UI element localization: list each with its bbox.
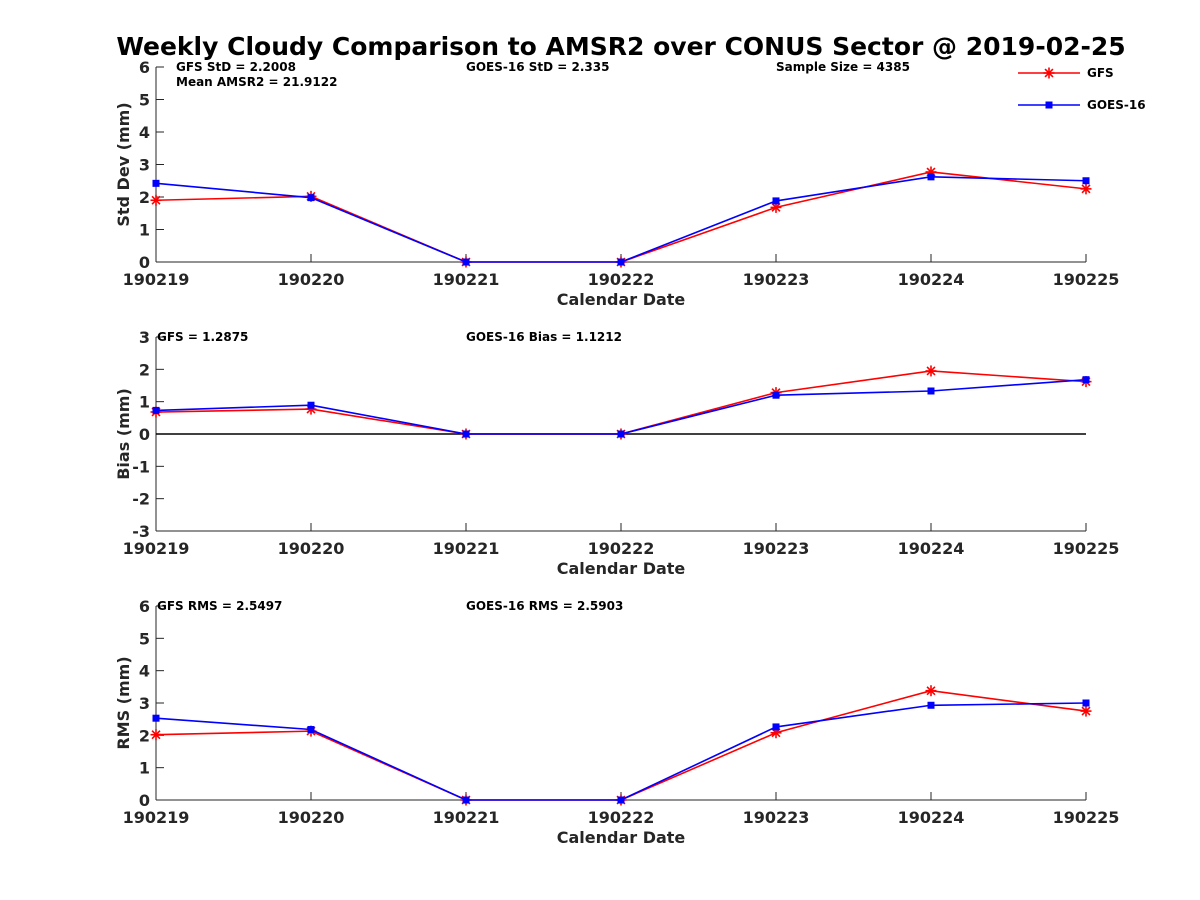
x-axis-label: Calendar Date (557, 559, 686, 578)
data-point-goes-16 (927, 387, 935, 395)
y-tick-label: 0 (139, 253, 150, 272)
subplot-2: -3 -2 -1 0 1 2 3 190219 190220 190221 190222 190223… (114, 328, 1119, 578)
data-point-goes-16 (927, 173, 935, 181)
x-tick-label: 190219 (123, 539, 190, 558)
data-point-gfs (1080, 183, 1092, 195)
y-tick-label: 0 (139, 425, 150, 444)
data-point-goes-16 (462, 796, 470, 804)
subplots: 0 1 2 3 4 5 6 190219 190220 190221 190222 190223 190… (114, 58, 1119, 847)
y-tick-label: 3 (139, 156, 150, 175)
x-tick-label: 190221 (433, 808, 500, 827)
y-tick-label: 4 (139, 662, 150, 681)
data-point-goes-16 (307, 726, 315, 734)
stat-annotation: GOES-16 StD = 2.335 (466, 60, 609, 74)
data-point-goes-16 (462, 258, 470, 266)
x-tick-label: 190225 (1053, 808, 1120, 827)
x-tick-label: 190219 (123, 808, 190, 827)
data-point-goes-16 (927, 701, 935, 709)
x-tick-label: 190222 (588, 270, 655, 289)
data-point-gfs (925, 685, 937, 697)
stat-annotation: GFS RMS = 2.5497 (157, 599, 282, 613)
data-point-goes-16 (617, 430, 625, 438)
x-tick-label: 190223 (743, 808, 810, 827)
y-tick-label: 2 (139, 188, 150, 207)
x-tick-label: 190224 (898, 808, 965, 827)
legend-label: GFS (1087, 66, 1114, 80)
data-point-goes-16 (1082, 376, 1090, 384)
data-point-goes-16 (772, 723, 780, 731)
y-axis-label: Std Dev (mm) (114, 102, 133, 226)
data-point-goes-16 (617, 796, 625, 804)
x-tick-label: 190225 (1053, 270, 1120, 289)
y-tick-label: 4 (139, 123, 150, 142)
x-tick-label: 190224 (898, 270, 965, 289)
y-tick-label: -1 (132, 457, 150, 476)
x-tick-label: 190219 (123, 270, 190, 289)
y-tick-label: 2 (139, 360, 150, 379)
subplot-1: 0 1 2 3 4 5 6 190219 190220 190221 190222 190223 190… (114, 58, 1119, 309)
x-tick-label: 190224 (898, 539, 965, 558)
data-point-goes-16 (1082, 699, 1090, 707)
stat-annotation: Sample Size = 4385 (776, 60, 910, 74)
y-axis-label: RMS (mm) (114, 656, 133, 749)
y-tick-label: 3 (139, 328, 150, 347)
data-point-gfs (150, 729, 162, 741)
data-point-goes-16 (772, 197, 780, 205)
legend: GFS GOES-16 (1018, 66, 1146, 112)
subplot-3: 0 1 2 3 4 5 6 190219 190220 190221 190222 190223 190… (114, 597, 1119, 847)
y-tick-label: 6 (139, 597, 150, 616)
x-tick-label: 190220 (278, 808, 345, 827)
legend-marker-gfs (1043, 67, 1055, 79)
y-axis-label: Bias (mm) (114, 388, 133, 480)
data-point-goes-16 (152, 179, 160, 187)
data-point-goes-16 (1082, 177, 1090, 185)
x-tick-label: 190223 (743, 539, 810, 558)
x-tick-label: 190221 (433, 270, 500, 289)
data-point-gfs (925, 365, 937, 377)
x-tick-label: 190223 (743, 270, 810, 289)
x-tick-label: 190220 (278, 539, 345, 558)
x-tick-label: 190222 (588, 539, 655, 558)
legend-marker-goes-16 (1045, 101, 1053, 109)
stat-annotation: GOES-16 RMS = 2.5903 (466, 599, 623, 613)
data-point-goes-16 (462, 430, 470, 438)
x-tick-label: 190220 (278, 270, 345, 289)
y-tick-label: 2 (139, 726, 150, 745)
x-tick-label: 190221 (433, 539, 500, 558)
data-point-goes-16 (307, 194, 315, 202)
data-point-goes-16 (307, 401, 315, 409)
y-tick-label: 0 (139, 791, 150, 810)
x-axis-label: Calendar Date (557, 828, 686, 847)
x-tick-label: 190225 (1053, 539, 1120, 558)
x-axis-label: Calendar Date (557, 290, 686, 309)
data-point-goes-16 (152, 714, 160, 722)
figure-title: Weekly Cloudy Comparison to AMSR2 over C… (116, 32, 1125, 61)
data-point-goes-16 (772, 391, 780, 399)
y-tick-label: 1 (139, 759, 150, 778)
stat-annotation: GOES-16 Bias = 1.1212 (466, 330, 622, 344)
y-tick-label: -3 (132, 522, 150, 541)
y-tick-label: 3 (139, 694, 150, 713)
data-point-gfs (150, 194, 162, 206)
data-point-goes-16 (152, 406, 160, 414)
y-tick-label: 5 (139, 91, 150, 110)
y-tick-label: 6 (139, 58, 150, 77)
data-point-goes-16 (617, 258, 625, 266)
legend-label: GOES-16 (1087, 98, 1146, 112)
stat-annotation: GFS StD = 2.2008 (176, 60, 296, 74)
y-tick-label: -2 (132, 490, 150, 509)
stat-annotation: GFS = 1.2875 (157, 330, 248, 344)
y-tick-label: 5 (139, 629, 150, 648)
data-point-gfs (1080, 705, 1092, 717)
x-tick-label: 190222 (588, 808, 655, 827)
y-tick-label: 1 (139, 393, 150, 412)
stat-annotation: Mean AMSR2 = 21.9122 (176, 75, 337, 89)
y-tick-label: 1 (139, 221, 150, 240)
